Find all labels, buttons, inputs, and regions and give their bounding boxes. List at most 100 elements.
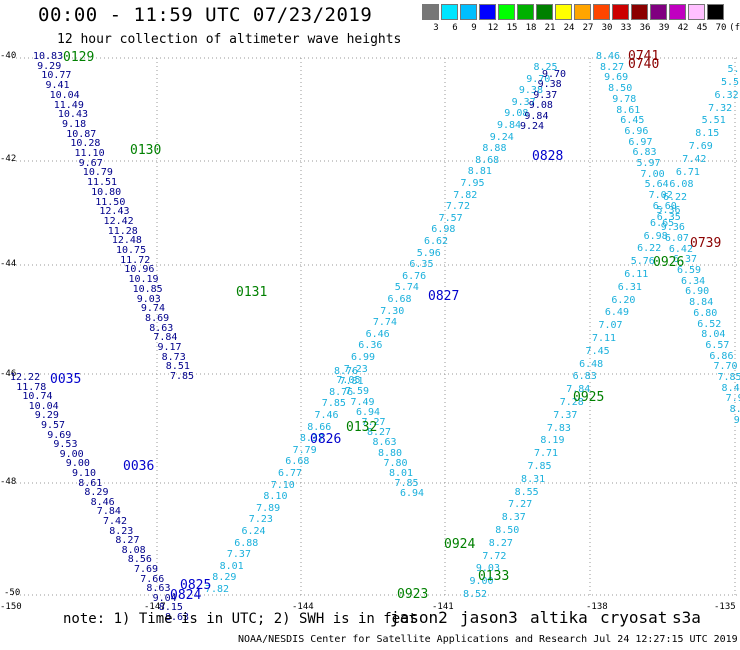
wave-height-value: 10.19 <box>128 274 159 286</box>
wave-height-value: 11.28 <box>107 225 138 237</box>
wave-height-value: 6.83 <box>572 371 597 383</box>
pass-time-label: 0825 <box>180 578 212 593</box>
wave-height-value: 6.71 <box>675 166 700 178</box>
wave-height-value: 8.88 <box>729 404 740 416</box>
wave-height-value: 8.04 <box>701 329 726 341</box>
wave-height-value: 6.24 <box>241 526 266 537</box>
wave-height-value: 9.84 <box>524 110 549 122</box>
wave-height-value: 7.69 <box>134 564 159 575</box>
wave-height-value: 8.31 <box>521 473 546 485</box>
wave-height-value: 7.46 <box>314 410 339 421</box>
wave-height-value: 6.90 <box>685 286 710 298</box>
wave-height-value: 6.48 <box>579 358 604 370</box>
wave-height-value: 8.27 <box>367 427 392 439</box>
wave-height-value: 9.70 <box>542 69 567 80</box>
wave-height-value: 8.81 <box>467 166 492 178</box>
wave-height-value: 9.78 <box>612 93 637 105</box>
wave-height-value: 7.59 <box>345 386 370 398</box>
wave-height-value: 6.46 <box>365 328 390 340</box>
y-tick-label: -50 <box>4 588 21 598</box>
map-subtitle: 12 hour collection of altimeter wave hei… <box>57 32 402 47</box>
pass-time-label: 0925 <box>573 390 605 405</box>
wave-height-value: 7.57 <box>438 212 463 224</box>
wave-height-value: 6.31 <box>617 281 642 293</box>
wave-height-value: 7.69 <box>688 141 713 152</box>
pass-time-label: 0924 <box>444 537 476 552</box>
wave-height-value: 8.63 <box>372 437 397 449</box>
wave-height-value: 9.08 <box>528 100 553 112</box>
x-corner-label: -150 <box>0 602 22 612</box>
legend-label: 24 <box>563 23 575 33</box>
wave-height-value: 8.51 <box>165 361 190 373</box>
wave-height-value: 7.80 <box>383 457 408 469</box>
wave-height-value: 7.95 <box>460 178 485 189</box>
wave-height-value: 7.89 <box>256 502 281 514</box>
wave-height-value: 8.15 <box>158 602 183 614</box>
y-tick-label: -48 <box>0 477 17 487</box>
wave-height-value: 9.03 <box>475 563 500 575</box>
wave-height-value: 9.57 <box>41 420 66 431</box>
satellite-jason3: jason3 <box>460 608 518 627</box>
wave-height-value: 6.88 <box>234 537 259 549</box>
wave-height-value: 7.66 <box>140 573 165 585</box>
wave-height-value: 8.76 <box>329 386 354 398</box>
wave-height-value: 6.11 <box>624 269 649 280</box>
wave-height-value: 11.49 <box>53 99 84 111</box>
wave-height-value: 6.22 <box>662 192 688 204</box>
wave-height-value: 7.85 <box>527 461 552 472</box>
wave-height-value: 12.48 <box>111 235 142 247</box>
wave-height-value: 8.80 <box>378 447 403 459</box>
wave-height-value: 7.84 <box>96 506 121 518</box>
wave-height-value: 6.98 <box>431 224 456 236</box>
wave-height-value: 6.94 <box>356 406 381 418</box>
wave-height-value: 6.83 <box>632 147 657 159</box>
wave-height-value: 10.74 <box>22 391 53 403</box>
y-tick-label: -40 <box>0 51 17 61</box>
wave-height-value: 5.51 <box>701 115 726 127</box>
wave-height-value: 9.38 <box>537 79 562 91</box>
wave-height-value: 6.99 <box>351 352 376 363</box>
map-title: 00:00 - 11:59 UTC 07/23/2019 <box>38 4 373 26</box>
wave-height-value: 8.73 <box>161 351 186 363</box>
wave-height-value: 10.80 <box>91 186 122 198</box>
wave-height-value: 9.38 <box>518 85 543 97</box>
wave-height-value: 6.96 <box>624 125 649 137</box>
wave-height-value: 6.32 <box>714 89 739 101</box>
wave-height-value: 12.43 <box>99 206 130 218</box>
wave-height-value: 9.37 <box>533 89 558 101</box>
wave-height-value: 7.02 <box>648 190 673 202</box>
wave-height-value: 9.24 <box>520 121 545 132</box>
legend-swatch <box>498 4 515 20</box>
wave-height-value: 6.07 <box>664 232 689 244</box>
satellite-altika: altika <box>530 608 588 627</box>
pass-time-label: 0739 <box>690 236 722 251</box>
wave-height-value: 8.63 <box>149 322 174 334</box>
legend-label: 6 <box>452 23 458 33</box>
legend-swatch <box>517 4 534 20</box>
wave-height-value: 7.79 <box>292 444 317 456</box>
wave-height-value: 8.50 <box>495 525 520 536</box>
wave-height-value: 6.49 <box>604 307 629 319</box>
legend-swatch <box>631 4 648 20</box>
wave-height-value: 6.34 <box>681 275 706 287</box>
wave-height-value: 8.52 <box>463 589 488 600</box>
wave-height-value: 9.48 <box>733 414 740 426</box>
legend-label: 18 <box>525 23 537 33</box>
wave-height-value: 7.85 <box>169 371 195 383</box>
legend-swatch <box>669 4 686 20</box>
wave-height-value: 6.65 <box>650 217 675 229</box>
wave-height-value: 7.28 <box>559 397 584 408</box>
wave-height-value: 7.45 <box>585 345 610 357</box>
wave-height-value: 7.27 <box>508 499 533 511</box>
wave-height-value: 9.00 <box>59 448 84 460</box>
y-tick-label: -42 <box>0 154 17 164</box>
wave-height-value: 9.04 <box>152 592 177 604</box>
wave-height-value: 7.27 <box>361 417 386 428</box>
legend-swatch <box>574 4 591 20</box>
wave-height-value: 8.46 <box>90 496 115 508</box>
pass-time-label: 0826 <box>310 432 342 447</box>
wave-height-value: 8.08 <box>121 544 146 556</box>
wave-height-value: 6.86 <box>709 350 734 362</box>
wave-height-value: 6.35 <box>656 211 681 223</box>
